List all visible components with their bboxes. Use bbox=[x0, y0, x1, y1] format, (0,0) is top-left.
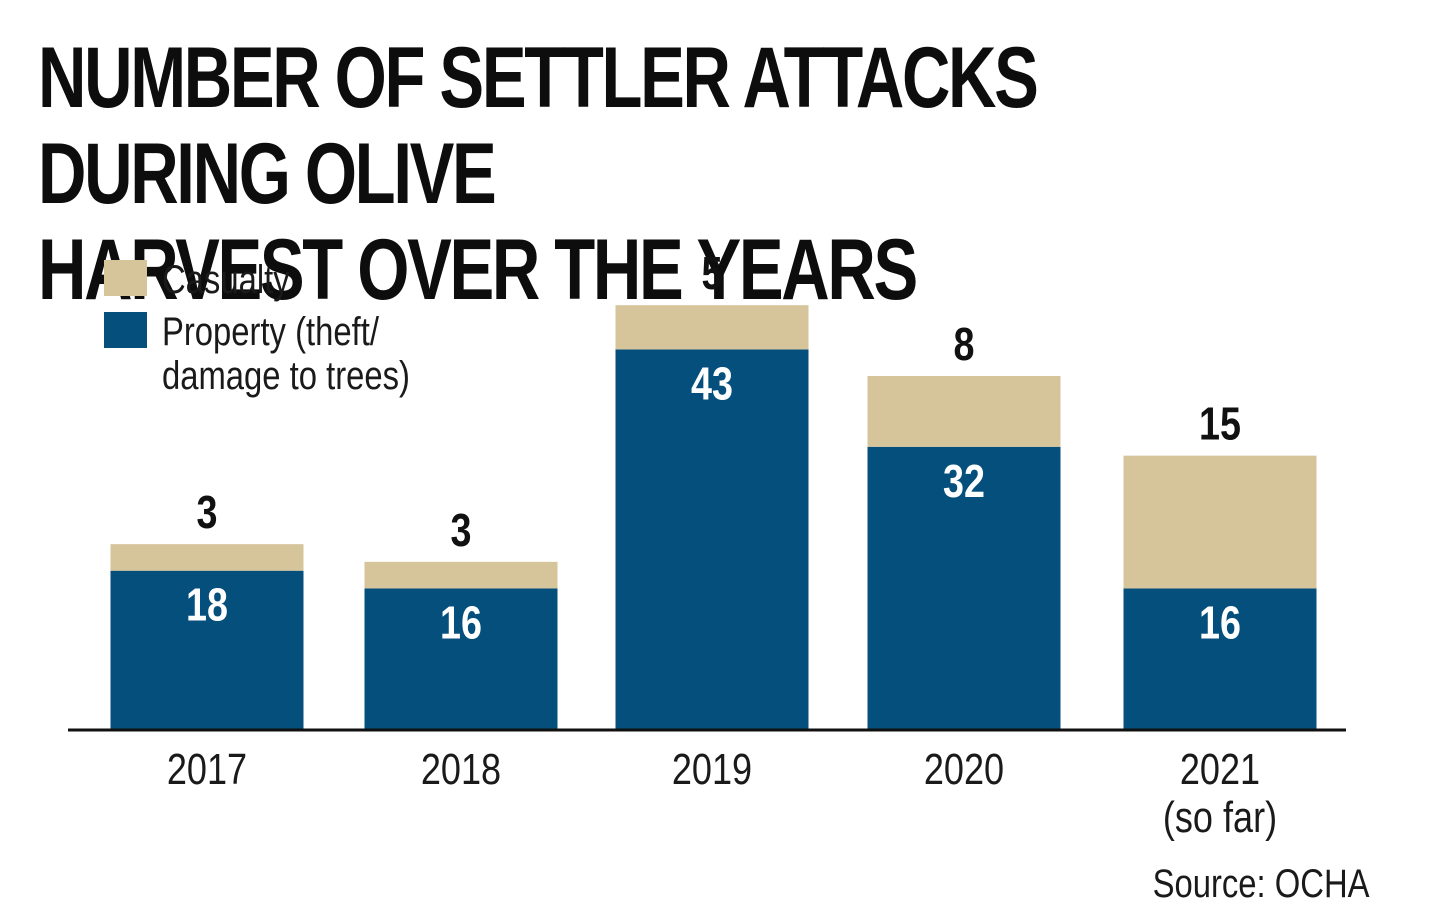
x-tick-label-2020: 2020 bbox=[924, 745, 1004, 794]
x-tick-label-2021: 2021 bbox=[1180, 745, 1260, 794]
data-label-casualty-2020: 8 bbox=[954, 318, 975, 369]
data-label-property-2021: 16 bbox=[1199, 597, 1241, 648]
bar-property-2019 bbox=[615, 349, 809, 730]
x-tick-label-2017: 2017 bbox=[167, 745, 247, 794]
bar-casualty-2021 bbox=[1123, 455, 1317, 589]
source-note: Source: OCHA bbox=[1153, 862, 1370, 906]
bar-property-2020 bbox=[867, 446, 1061, 730]
data-label-property-2018: 16 bbox=[440, 597, 482, 648]
legend-swatch-casualty bbox=[104, 260, 147, 296]
x-tick-label-2021-line2: (so far) bbox=[1163, 793, 1277, 842]
data-label-casualty-2017: 3 bbox=[197, 487, 218, 538]
legend: Casualty Property (theft/ damage to tree… bbox=[104, 258, 492, 406]
data-label-casualty-2019: 5 bbox=[702, 248, 723, 299]
legend-label-casualty: Casualty bbox=[162, 258, 290, 302]
legend-swatch-property bbox=[104, 312, 147, 348]
bar-property-2018 bbox=[364, 588, 558, 730]
data-label-casualty-2021: 15 bbox=[1199, 398, 1241, 449]
chart-title: NUMBER OF SETTLER ATTACKS DURING OLIVE H… bbox=[38, 30, 1039, 318]
bar-property-2021 bbox=[1123, 588, 1317, 730]
legend-item-casualty: Casualty bbox=[104, 258, 492, 302]
data-label-property-2020: 32 bbox=[943, 455, 985, 506]
bar-casualty-2018 bbox=[364, 561, 558, 589]
bar-casualty-2017 bbox=[110, 544, 304, 571]
legend-label-property: Property (theft/ damage to trees) bbox=[162, 310, 410, 398]
bar-property-2017 bbox=[110, 570, 304, 730]
x-tick-label-2019: 2019 bbox=[672, 745, 752, 794]
data-label-property-2017: 18 bbox=[186, 579, 228, 630]
data-label-property-2019: 43 bbox=[691, 358, 733, 409]
x-tick-label-2018: 2018 bbox=[421, 745, 501, 794]
bar-casualty-2020 bbox=[867, 376, 1061, 447]
legend-item-property: Property (theft/ damage to trees) bbox=[104, 310, 492, 398]
bar-casualty-2019 bbox=[615, 305, 809, 350]
data-label-casualty-2018: 3 bbox=[451, 504, 472, 555]
